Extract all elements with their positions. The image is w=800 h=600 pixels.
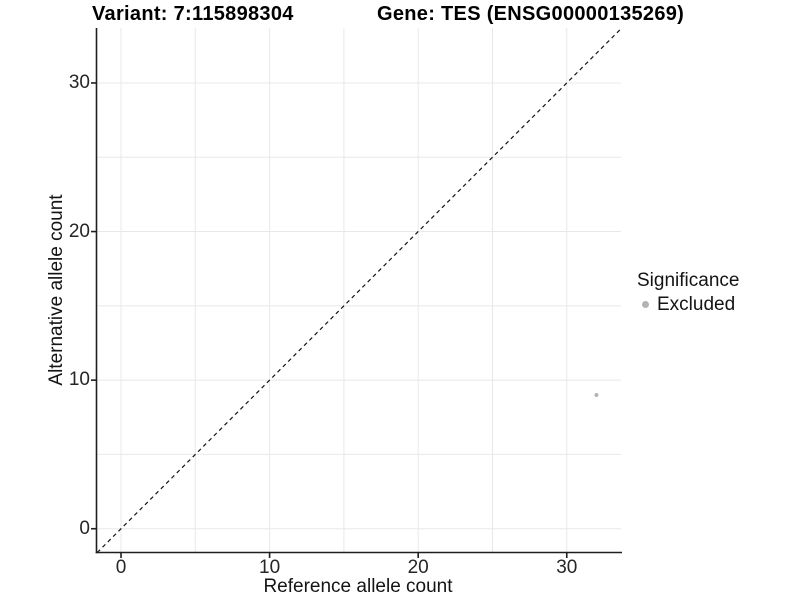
legend-item-label: Excluded <box>657 293 736 315</box>
legend-title: Significance <box>637 270 740 291</box>
gene-title: Gene: TES (ENSG00000135269) <box>377 3 685 25</box>
y-axis-title: Alternative allele count <box>46 194 67 386</box>
y-tick-label: 30 <box>68 71 90 93</box>
x-axis-title: Reference allele count <box>263 576 453 597</box>
y-tick-label: 0 <box>79 517 90 539</box>
legend-key-dot-icon <box>642 301 649 309</box>
variant-title: Variant: 7:115898304 <box>92 3 294 25</box>
y-tick-label: 20 <box>68 220 90 242</box>
identity-dashed-line <box>96 28 622 553</box>
data-point <box>594 393 599 398</box>
x-tick-label: 10 <box>259 557 281 578</box>
legend-item-excluded: Excluded <box>637 293 797 317</box>
y-tick-label: 10 <box>68 369 90 391</box>
x-tick-label: 20 <box>407 557 429 578</box>
x-tick-label: 0 <box>115 557 127 578</box>
x-tick-label: 30 <box>556 557 578 578</box>
legend: Significance Excluded <box>637 270 797 317</box>
